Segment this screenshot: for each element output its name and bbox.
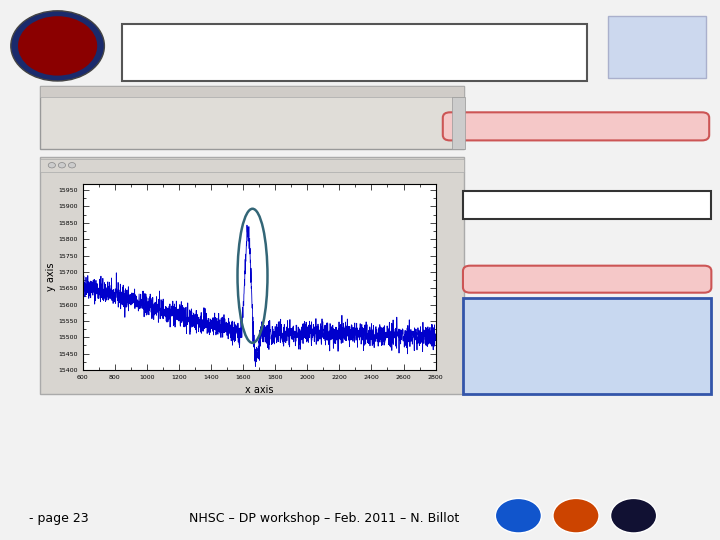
- Text: Temporal evolution of pixel (8,8): Temporal evolution of pixel (8,8): [474, 120, 678, 133]
- Text: Herschel Data Analysis Guide: Herschel Data Analysis Guide: [500, 335, 674, 348]
- Text: NASA Herschel Science
Center: NASA Herschel Science Center: [29, 45, 86, 56]
- Text: NASA: NASA: [508, 512, 529, 519]
- Text: Data Plotting:: Data Plotting:: [534, 322, 639, 335]
- Text: Inspect the $\it{frames}$ signal: Inspect the $\it{frames}$ signal: [181, 38, 529, 66]
- Text: HIPE>: HIPE>: [50, 112, 116, 131]
- Text: NHSC – DP workshop – Feb. 2011 – N. Billot: NHSC – DP workshop – Feb. 2011 – N. Bill…: [189, 512, 459, 525]
- Text: PlotXY(frames.signal[8,8,:]): PlotXY(frames.signal[8,8,:]): [94, 112, 374, 131]
- Text: The spike is likely a glitch: The spike is likely a glitch: [506, 273, 667, 286]
- Text: PACS: PACS: [626, 44, 688, 64]
- Text: nhsc: nhsc: [45, 36, 71, 45]
- Text: Herschel PlotXY: Herschel PlotXY: [217, 161, 287, 170]
- Text: Complete documentation on: Complete documentation on: [481, 309, 693, 322]
- Text: ⊢ Console  x: ⊢ Console x: [72, 87, 130, 96]
- Text: - page 23: - page 23: [29, 512, 89, 525]
- Text: Chapter 3: Chapter 3: [557, 346, 616, 359]
- Y-axis label: y axis: y axis: [45, 262, 55, 291]
- Text: ipac: ipac: [566, 511, 586, 520]
- Text: Zoom onto the Science Block: Zoom onto the Science Block: [485, 198, 688, 211]
- X-axis label: x axis: x axis: [245, 386, 274, 395]
